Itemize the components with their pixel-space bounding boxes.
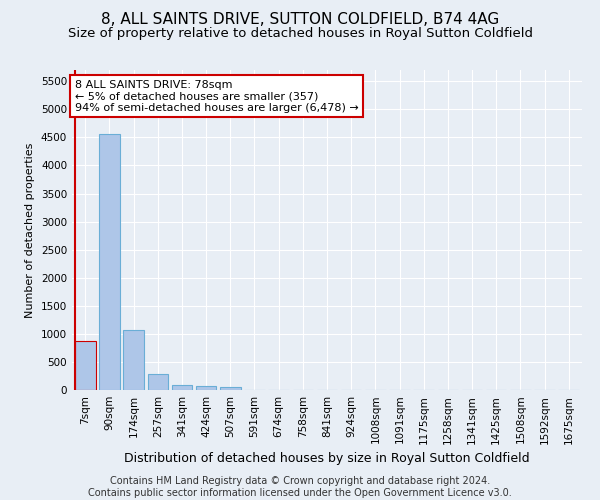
Bar	[124, 330, 144, 390]
Bar	[172, 384, 192, 390]
X-axis label: Distribution of detached houses by size in Royal Sutton Coldfield: Distribution of detached houses by size …	[124, 452, 530, 465]
Bar	[99, 134, 120, 390]
Y-axis label: Number of detached properties: Number of detached properties	[25, 142, 35, 318]
Text: 8, ALL SAINTS DRIVE, SUTTON COLDFIELD, B74 4AG: 8, ALL SAINTS DRIVE, SUTTON COLDFIELD, B…	[101, 12, 499, 28]
Bar	[196, 386, 217, 390]
Text: Contains HM Land Registry data © Crown copyright and database right 2024.
Contai: Contains HM Land Registry data © Crown c…	[88, 476, 512, 498]
Text: 8 ALL SAINTS DRIVE: 78sqm
← 5% of detached houses are smaller (357)
94% of semi-: 8 ALL SAINTS DRIVE: 78sqm ← 5% of detach…	[74, 80, 358, 113]
Text: Size of property relative to detached houses in Royal Sutton Coldfield: Size of property relative to detached ho…	[67, 28, 533, 40]
Bar	[75, 341, 95, 390]
Bar	[220, 387, 241, 390]
Bar	[148, 374, 168, 390]
